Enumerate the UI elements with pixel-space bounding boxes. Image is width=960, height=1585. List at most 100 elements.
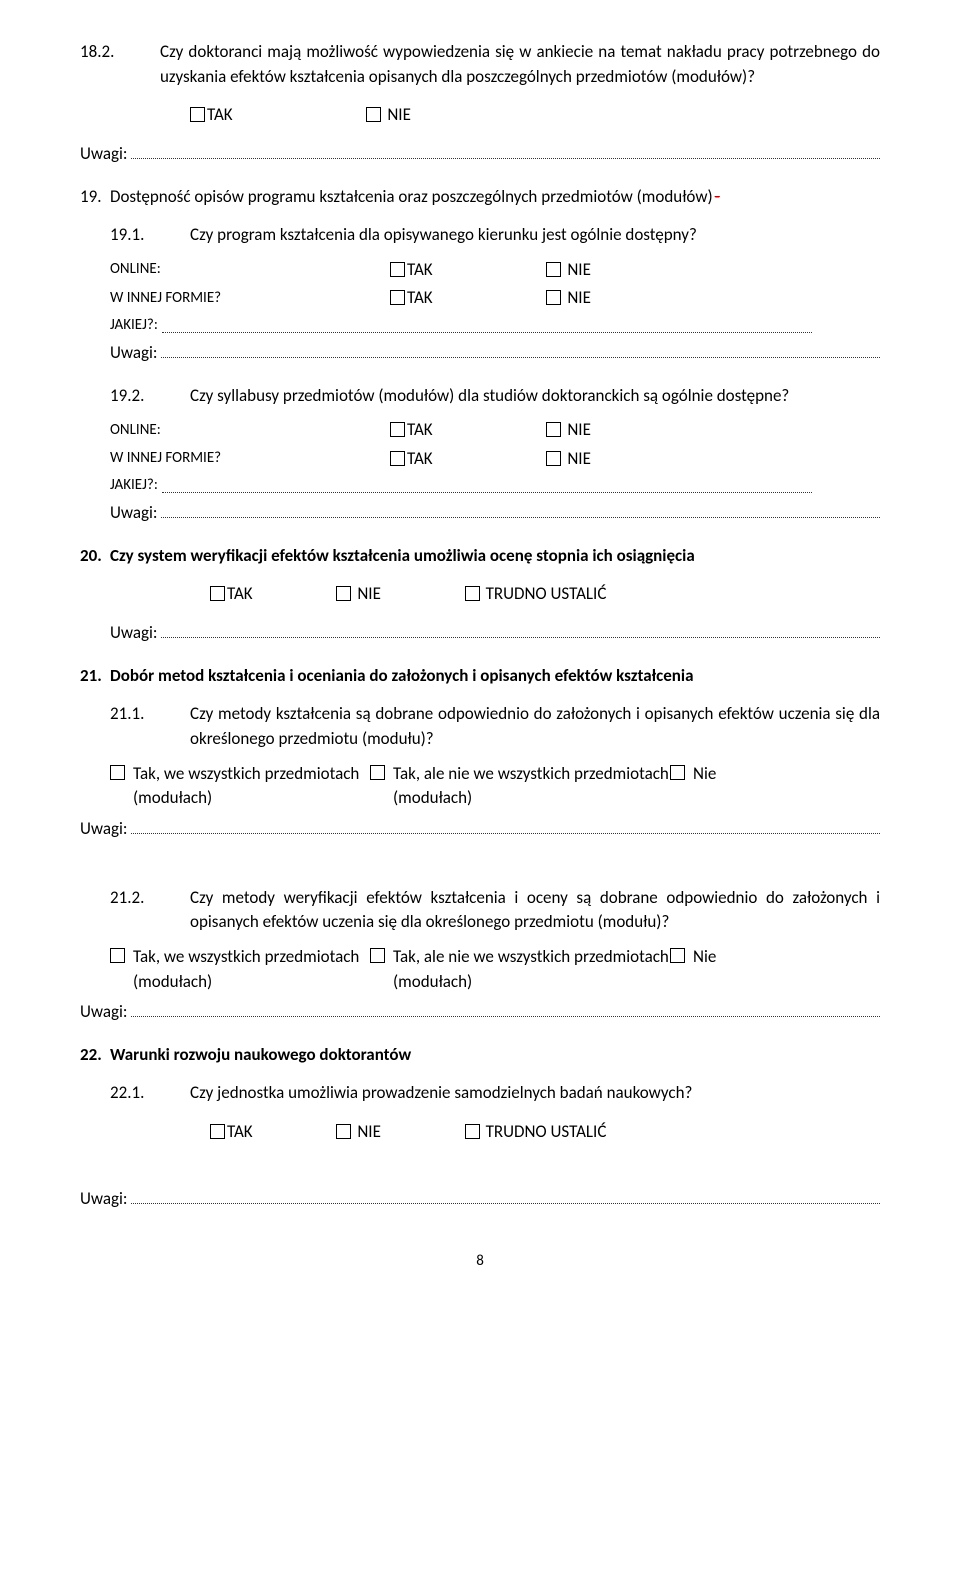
- checkbox-nie[interactable]: [546, 290, 561, 305]
- option-label: TAK: [207, 104, 233, 125]
- question-18-2: 18.2. Czy doktoranci mają możliwość wypo…: [80, 40, 880, 89]
- question-text: Czy doktoranci mają możliwość wypowiedze…: [160, 40, 880, 89]
- question-number: 19.2.: [110, 384, 190, 409]
- uwagi-line: Uwagi:: [80, 1187, 880, 1212]
- option-label: NIE: [387, 104, 411, 125]
- section-22: 22. Warunki rozwoju naukowego doktorantó…: [80, 1043, 880, 1068]
- checkbox-tak-some[interactable]: [370, 948, 385, 963]
- dotted-fill[interactable]: [161, 621, 880, 638]
- option-label: NIE: [567, 419, 591, 440]
- uwagi-label: Uwagi:: [80, 817, 127, 842]
- uwagi-line: Uwagi:: [110, 341, 880, 366]
- section-title-inner: Dostępność opisów programu kształcenia o…: [110, 186, 713, 207]
- checkbox-tak[interactable]: [390, 290, 405, 305]
- question-22-1: 22.1. Czy jednostka umożliwia prowadzeni…: [110, 1081, 880, 1106]
- jakiej-row: JAKIEJ?:: [110, 475, 880, 497]
- question-number: 22.1.: [110, 1081, 190, 1106]
- checkbox-tak[interactable]: [190, 107, 205, 122]
- checkbox-tak-all[interactable]: [110, 765, 125, 780]
- section-title-text: Dobór metod kształcenia i oceniania do z…: [110, 664, 880, 689]
- online-row: ONLINE: TAK NIE: [110, 418, 880, 443]
- section-21: 21. Dobór metod kształcenia i oceniania …: [80, 664, 880, 689]
- jakiej-label: JAKIEJ?:: [110, 476, 158, 494]
- dotted-fill[interactable]: [161, 341, 880, 358]
- uwagi-label: Uwagi:: [80, 1000, 127, 1025]
- dotted-fill[interactable]: [131, 1187, 880, 1204]
- option-label: TRUDNO USTALIĆ: [486, 1121, 607, 1142]
- uwagi-label: Uwagi:: [80, 142, 127, 167]
- question-text: Czy metody kształcenia są dobrane odpowi…: [190, 702, 880, 751]
- option-label: Tak, ale nie we wszystkich przedmiotach …: [393, 945, 670, 994]
- winnej-row: W INNEJ FORMIE? TAK NIE: [110, 286, 880, 311]
- dotted-fill[interactable]: [162, 318, 812, 333]
- question-19-2: 19.2. Czy syllabusy przedmiotów (modułów…: [110, 384, 880, 409]
- question-text: Czy metody weryfikacji efektów kształcen…: [190, 886, 880, 935]
- option-label: TAK: [227, 1121, 253, 1142]
- option-label: Tak, we wszystkich przedmiotach (modułac…: [133, 762, 370, 811]
- option-label: TAK: [407, 287, 433, 308]
- checkbox-trudno[interactable]: [465, 586, 480, 601]
- question-number: 19.1.: [110, 223, 190, 248]
- checkbox-nie[interactable]: [670, 765, 685, 780]
- uwagi-line: Uwagi:: [110, 621, 880, 646]
- checkbox-tak[interactable]: [390, 262, 405, 277]
- section-title-text: Warunki rozwoju naukowego doktorantów: [110, 1043, 880, 1068]
- online-label: ONLINE:: [110, 259, 390, 281]
- checkbox-tak[interactable]: [210, 586, 225, 601]
- checkbox-tak[interactable]: [390, 422, 405, 437]
- uwagi-line: Uwagi:: [80, 1000, 880, 1025]
- option-label: TRUDNO USTALIĆ: [486, 583, 607, 604]
- option-label: TAK: [407, 419, 433, 440]
- online-row: ONLINE: TAK NIE: [110, 258, 880, 283]
- question-21-2: 21.2. Czy metody weryfikacji efektów ksz…: [110, 886, 880, 935]
- checkbox-nie[interactable]: [366, 107, 381, 122]
- section-number: 22.: [80, 1043, 110, 1068]
- option-label: Tak, we wszystkich przedmiotach (modułac…: [133, 945, 370, 994]
- tri-column-options: Tak, we wszystkich przedmiotach (modułac…: [110, 945, 880, 994]
- question-text: Czy syllabusy przedmiotów (modułów) dla …: [190, 384, 880, 409]
- checkbox-nie[interactable]: [546, 451, 561, 466]
- page-number: 8: [80, 1251, 880, 1273]
- question-text: Czy jednostka umożliwia prowadzenie samo…: [190, 1081, 880, 1106]
- uwagi-line: Uwagi:: [110, 501, 880, 526]
- section-number: 19.: [80, 185, 110, 210]
- question-number: 18.2.: [80, 40, 160, 65]
- dotted-fill[interactable]: [131, 1000, 880, 1017]
- uwagi-label: Uwagi:: [80, 1187, 127, 1212]
- winnej-label: W INNEJ FORMIE?: [110, 288, 390, 310]
- dotted-fill[interactable]: [162, 478, 812, 493]
- checkbox-nie[interactable]: [336, 1124, 351, 1139]
- jakiej-label: JAKIEJ?:: [110, 316, 158, 334]
- checkbox-tak-all[interactable]: [110, 948, 125, 963]
- winnej-row: W INNEJ FORMIE? TAK NIE: [110, 447, 880, 472]
- tak-nie-options: TAK NIE: [80, 103, 880, 128]
- checkbox-tak[interactable]: [390, 451, 405, 466]
- uwagi-line: Uwagi:: [80, 817, 880, 842]
- checkbox-tak[interactable]: [210, 1124, 225, 1139]
- checkbox-tak-some[interactable]: [370, 765, 385, 780]
- checkbox-nie[interactable]: [546, 262, 561, 277]
- question-21-1: 21.1. Czy metody kształcenia są dobrane …: [110, 702, 880, 751]
- winnej-label: W INNEJ FORMIE?: [110, 448, 390, 470]
- checkbox-trudno[interactable]: [465, 1124, 480, 1139]
- question-text: Czy program kształcenia dla opisywanego …: [190, 223, 880, 248]
- section-title-text: Czy system weryfikacji efektów kształcen…: [110, 544, 880, 569]
- option-label: TAK: [407, 259, 433, 280]
- online-label: ONLINE:: [110, 420, 390, 442]
- checkbox-nie[interactable]: [336, 586, 351, 601]
- question-number: 21.2.: [110, 886, 190, 911]
- question-19-1: 19.1. Czy program kształcenia dla opisyw…: [110, 223, 880, 248]
- dotted-fill[interactable]: [161, 501, 880, 518]
- option-label: Nie: [693, 945, 880, 970]
- dotted-fill[interactable]: [131, 817, 880, 834]
- uwagi-label: Uwagi:: [110, 501, 157, 526]
- checkbox-nie[interactable]: [546, 422, 561, 437]
- strike-mark: -: [715, 186, 720, 207]
- option-label: NIE: [357, 583, 381, 604]
- option-label: Nie: [693, 762, 880, 787]
- question-number: 21.1.: [110, 702, 190, 727]
- option-label: TAK: [407, 448, 433, 469]
- dotted-fill[interactable]: [131, 142, 880, 159]
- section-number: 20.: [80, 544, 110, 569]
- checkbox-nie[interactable]: [670, 948, 685, 963]
